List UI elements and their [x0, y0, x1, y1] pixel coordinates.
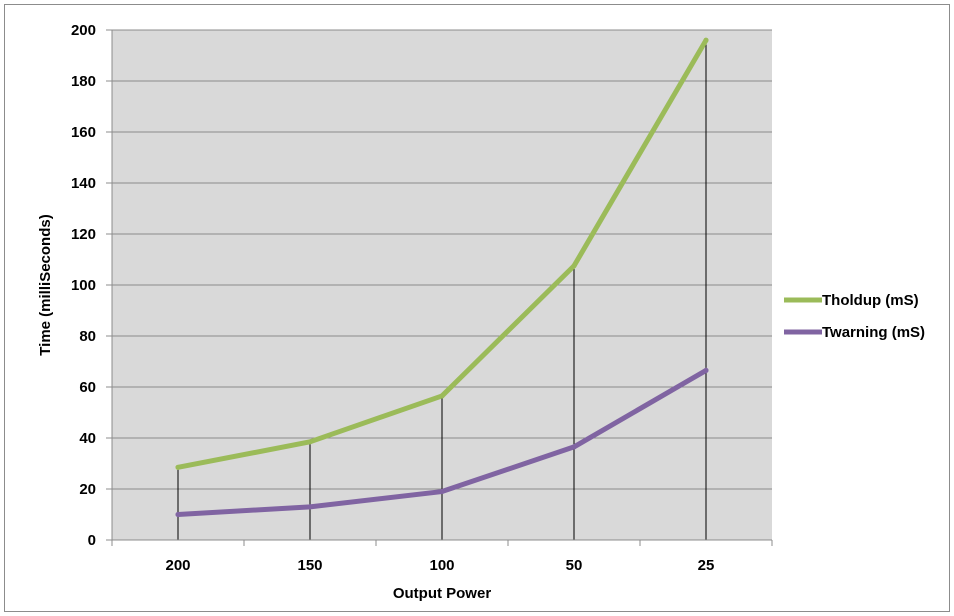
y-tick-label: 180 [71, 73, 96, 90]
y-tick-label: 80 [79, 328, 96, 345]
x-tick-label: 200 [165, 557, 190, 574]
y-tick-label: 140 [71, 175, 96, 192]
x-axis-title: Output Power [393, 585, 491, 602]
series-1-point [439, 393, 445, 399]
series-2-point [571, 444, 577, 450]
y-tick-label: 160 [71, 124, 96, 141]
legend-label-2: Twarning (mS) [822, 324, 925, 341]
series-lines [175, 37, 709, 517]
series-2-point [307, 504, 313, 510]
y-tick-label: 60 [79, 379, 96, 396]
series-1-point [571, 263, 577, 269]
series-2-point [439, 489, 445, 495]
series-2-point [703, 367, 709, 373]
x-tick-label: 100 [429, 557, 454, 574]
gridlines [106, 29, 773, 546]
legend: Tholdup (mS) Twarning (mS) [784, 292, 925, 341]
x-tick-label: 50 [566, 557, 583, 574]
drop-lines [177, 40, 707, 540]
x-tick-label: 150 [297, 557, 322, 574]
series-2-point [175, 512, 181, 517]
series-1-point [703, 37, 709, 43]
series-1-point [175, 464, 181, 470]
y-tick-label: 120 [71, 226, 96, 243]
axes [111, 30, 772, 541]
y-tick-label: 20 [79, 481, 96, 498]
y-tick-label: 200 [71, 22, 96, 39]
legend-label-1: Tholdup (mS) [822, 292, 919, 309]
y-tick-label: 40 [79, 430, 96, 447]
tick-labels: 0 20 40 60 80 100 120 140 160 180 200 200 150 100 50 25 [71, 22, 714, 574]
y-tick-label: 100 [71, 277, 96, 294]
y-tick-label: 0 [88, 532, 96, 549]
y-axis-title: Time (milliSeconds) [37, 214, 54, 355]
series-1-point [307, 439, 313, 445]
x-tick-label: 25 [698, 557, 715, 574]
